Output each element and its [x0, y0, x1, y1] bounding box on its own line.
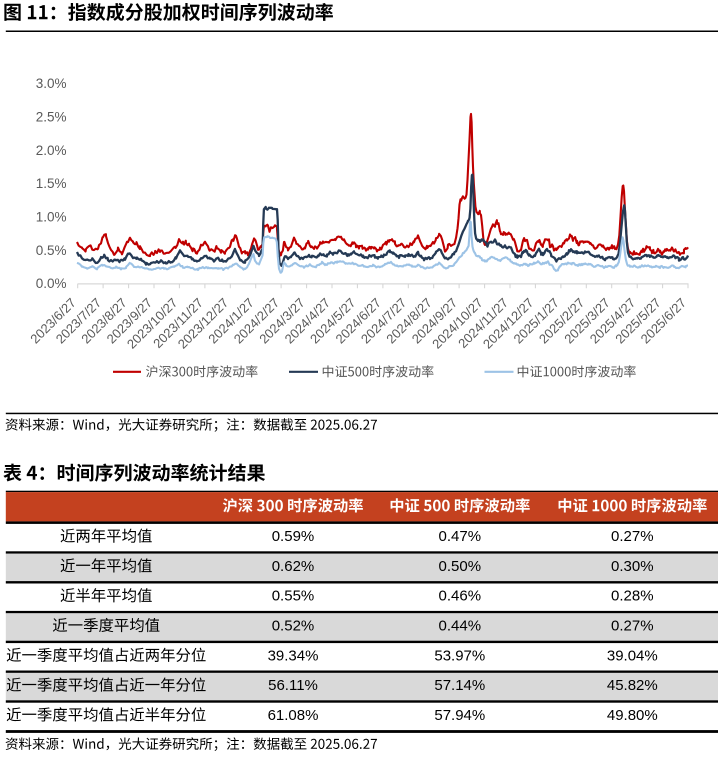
- svg-text:56.11%: 56.11%: [268, 677, 318, 694]
- svg-text:0.30%: 0.30%: [611, 558, 654, 575]
- svg-text:0.62%: 0.62%: [272, 558, 315, 575]
- svg-text:0.0%: 0.0%: [36, 276, 67, 291]
- svg-text:1.5%: 1.5%: [36, 176, 67, 191]
- svg-text:1.0%: 1.0%: [36, 209, 67, 224]
- svg-text:3.0%: 3.0%: [36, 76, 67, 91]
- svg-text:0.47%: 0.47%: [439, 528, 482, 545]
- svg-text:53.97%: 53.97%: [434, 647, 485, 664]
- svg-text:57.94%: 57.94%: [434, 707, 485, 724]
- svg-text:49.80%: 49.80%: [607, 707, 658, 724]
- svg-text:39.04%: 39.04%: [607, 647, 658, 664]
- svg-text:45.82%: 45.82%: [607, 677, 658, 694]
- svg-text:0.27%: 0.27%: [611, 528, 654, 545]
- svg-text:0.27%: 0.27%: [611, 618, 654, 635]
- svg-text:0.46%: 0.46%: [439, 588, 482, 605]
- svg-text:2.5%: 2.5%: [36, 109, 67, 124]
- svg-text:0.59%: 0.59%: [272, 528, 315, 545]
- svg-text:0.55%: 0.55%: [272, 588, 315, 605]
- svg-text:39.34%: 39.34%: [268, 647, 319, 664]
- svg-text:0.44%: 0.44%: [439, 618, 482, 635]
- svg-text:0.52%: 0.52%: [272, 618, 315, 635]
- svg-text:61.08%: 61.08%: [268, 707, 319, 724]
- svg-text:0.28%: 0.28%: [611, 588, 654, 605]
- svg-text:0.5%: 0.5%: [36, 243, 67, 258]
- svg-text:0.50%: 0.50%: [439, 558, 482, 575]
- svg-text:2.0%: 2.0%: [36, 143, 67, 158]
- svg-text:57.14%: 57.14%: [434, 677, 485, 694]
